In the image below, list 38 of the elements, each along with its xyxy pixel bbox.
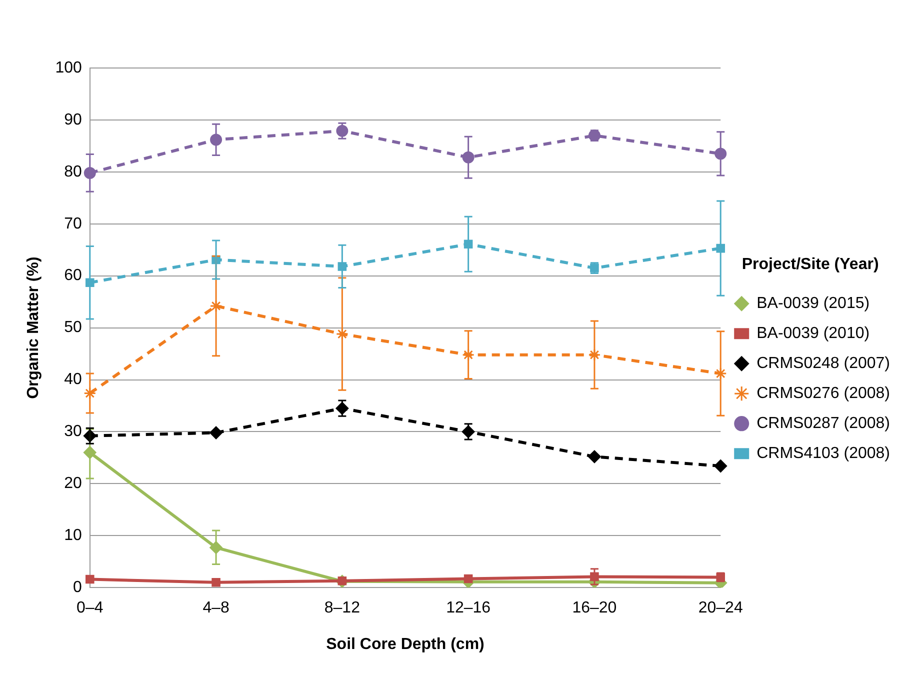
point xyxy=(336,328,348,340)
y-tick-label: 70 xyxy=(64,215,82,232)
x-tick-label: 12–16 xyxy=(446,600,491,617)
y-tick-label: 20 xyxy=(64,475,82,492)
legend-label: CRMS0287 (2008) xyxy=(756,415,890,432)
x-tick-label: 8–12 xyxy=(324,600,360,617)
point xyxy=(86,574,94,584)
x-tick-label: 16–20 xyxy=(572,600,617,617)
point xyxy=(462,348,475,362)
point xyxy=(588,450,601,464)
y-tick-label: 40 xyxy=(64,371,82,388)
y-tick-label: 0 xyxy=(72,579,82,596)
x-axis-title: Soil Core Depth (cm) xyxy=(326,636,484,653)
point xyxy=(212,578,220,587)
y-tick-label: 10 xyxy=(64,527,82,544)
legend-label: CRMS4103 (2008) xyxy=(756,445,890,462)
legend-label: BA-0039 (2010) xyxy=(756,325,870,342)
legend-label: CRMS0276 (2008) xyxy=(756,385,890,402)
legend-title: Project/Site (Year) xyxy=(742,256,879,273)
point xyxy=(464,574,473,584)
point xyxy=(714,460,728,473)
y-tick-label: 100 xyxy=(55,59,82,76)
point xyxy=(84,387,96,400)
x-tick-label: 0–4 xyxy=(76,600,104,617)
point xyxy=(714,367,727,380)
point xyxy=(588,348,601,362)
x-tick-label: 20–24 xyxy=(698,600,743,617)
point xyxy=(210,300,222,312)
y-tick-label: 50 xyxy=(64,319,82,336)
legend-label: BA-0039 (2015) xyxy=(756,295,870,312)
y-tick-label: 90 xyxy=(64,111,82,128)
legend-label: CRMS0248 (2007) xyxy=(756,355,890,372)
point xyxy=(210,426,223,440)
y-tick-label: 60 xyxy=(64,267,82,284)
y-tick-label: 80 xyxy=(64,163,82,180)
x-tick-label: 4–8 xyxy=(202,600,230,617)
y-axis-title: Organic Matter (%) xyxy=(25,256,42,399)
y-tick-label: 30 xyxy=(64,423,82,440)
